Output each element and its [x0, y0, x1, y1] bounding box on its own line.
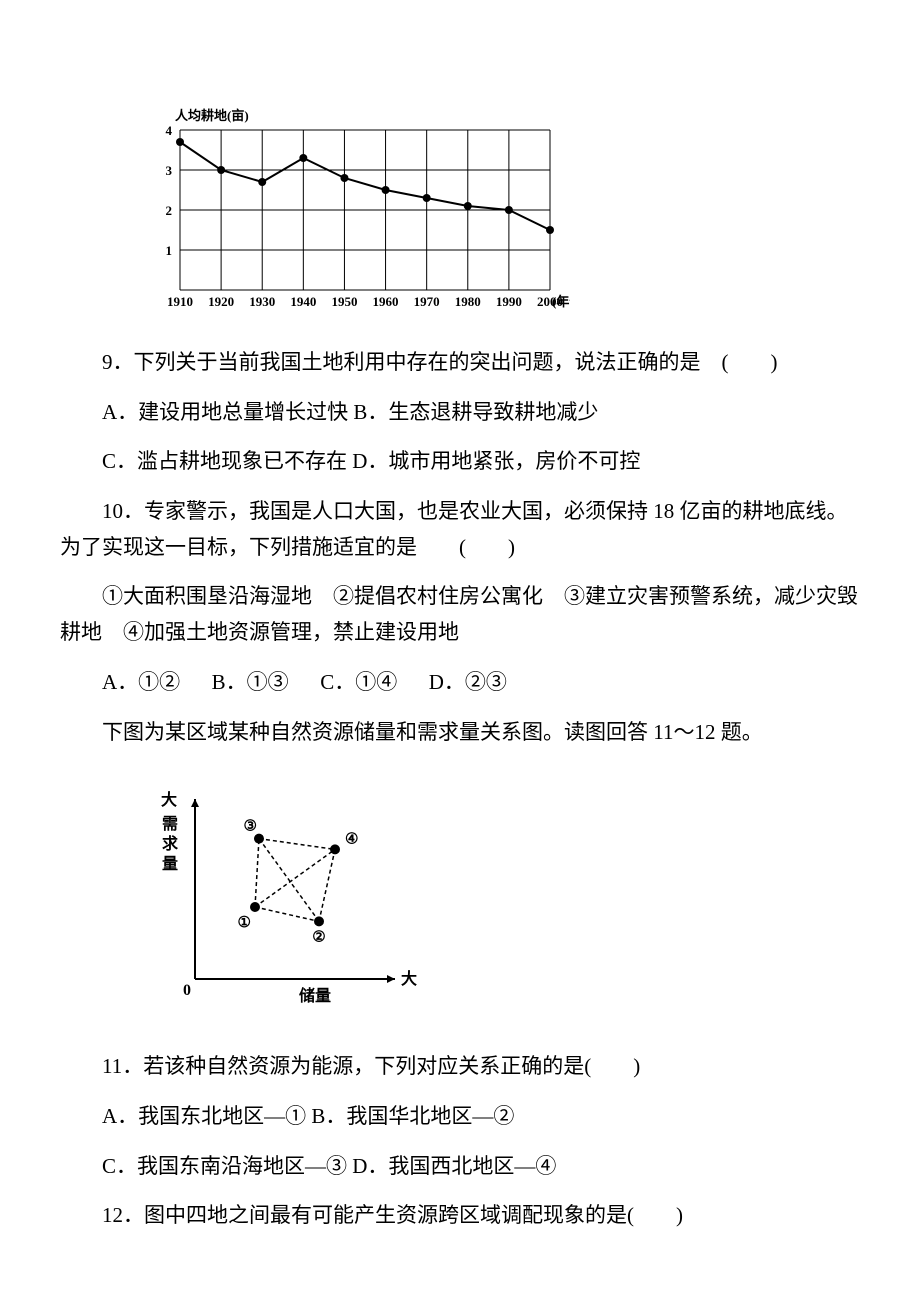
svg-text:1: 1: [166, 243, 173, 258]
svg-text:量: 量: [162, 855, 178, 873]
q11-optB: B．我国华北地区—②: [311, 1104, 514, 1128]
q9-options-row1: A．建设用地总量增长过快 B．生态退耕导致耕地减少: [60, 395, 860, 431]
passage2-text: 下图为某区域某种自然资源储量和需求量关系图。读图回答 11～12 题。: [60, 715, 860, 751]
q10-options: A．①② B．①③ C．①④ D．②③: [60, 665, 860, 701]
q9-optB: B．生态退耕导致耕地减少: [353, 400, 598, 424]
svg-text:1990: 1990: [496, 294, 522, 309]
svg-text:1940: 1940: [290, 294, 316, 309]
q10-optB: B．①③: [212, 670, 289, 694]
q11-options-row2: C．我国东南沿海地区—③ D．我国西北地区—④: [60, 1149, 860, 1185]
svg-text:②: ②: [312, 930, 325, 946]
q11-options-row1: A．我国东北地区—① B．我国华北地区—②: [60, 1099, 860, 1135]
svg-text:求: 求: [162, 834, 179, 853]
line-chart-svg: 人均耕地(亩) 1 2 3 4 1910 1920 1930 1940 1950 1960 1970 1…: [140, 100, 570, 320]
svg-text:1910: 1910: [167, 294, 193, 309]
q11-optC: C．我国东南沿海地区—③: [102, 1154, 347, 1178]
q10-stem: 10．专家警示，我国是人口大国，也是农业大国，必须保持 18 亿亩的耕地底线。为…: [60, 494, 860, 565]
svg-text:2: 2: [166, 203, 173, 218]
svg-text:1920: 1920: [208, 294, 234, 309]
svg-text:大: 大: [401, 969, 417, 988]
svg-text:储量: 储量: [298, 986, 331, 1005]
chart-resource-storage-demand: 大大需求量储量0①②③④: [140, 764, 860, 1029]
svg-text:需: 需: [162, 814, 178, 833]
chart-per-capita-farmland: 人均耕地(亩) 1 2 3 4 1910 1920 1930 1940 1950 1960 1970 1…: [140, 100, 860, 325]
svg-text:大: 大: [161, 790, 177, 809]
svg-text:1980: 1980: [455, 294, 481, 309]
q10-items: ①大面积围垦沿海湿地 ②提倡农村住房公寓化 ③建立灾害预警系统，减少灾毁耕地 ④…: [60, 579, 860, 650]
svg-text:④: ④: [345, 832, 358, 848]
q11-optA: A．我国东北地区—①: [102, 1104, 306, 1128]
q10-optA: A．①②: [102, 670, 180, 694]
svg-text:3: 3: [166, 163, 173, 178]
q12-stem: 12．图中四地之间最有可能产生资源跨区域调配现象的是( ): [60, 1198, 860, 1234]
svg-text:1930: 1930: [249, 294, 275, 309]
svg-text:(年份): (年份): [552, 294, 570, 309]
scatter-chart-svg: 大大需求量储量0①②③④: [140, 764, 440, 1024]
svg-text:1960: 1960: [373, 294, 399, 309]
q11-stem: 11．若该种自然资源为能源，下列对应关系正确的是( ): [60, 1049, 860, 1085]
q10-optD: D．②③: [429, 670, 507, 694]
q11-optD: D．我国西北地区—④: [352, 1154, 556, 1178]
svg-text:1950: 1950: [331, 294, 357, 309]
q9-optD: D．城市用地紧张，房价不可控: [352, 449, 640, 473]
svg-text:人均耕地(亩): 人均耕地(亩): [175, 108, 249, 123]
q9-stem: 9．下列关于当前我国土地利用中存在的突出问题，说法正确的是 ( ): [60, 345, 860, 381]
svg-text:0: 0: [183, 982, 191, 999]
q9-optA: A．建设用地总量增长过快: [102, 400, 348, 424]
svg-text:1970: 1970: [414, 294, 440, 309]
q10-optC: C．①④: [320, 670, 397, 694]
q9-options-row2: C．滥占耕地现象已不存在 D．城市用地紧张，房价不可控: [60, 444, 860, 480]
svg-text:①: ①: [238, 915, 251, 931]
svg-text:③: ③: [244, 819, 257, 835]
svg-text:4: 4: [166, 123, 173, 138]
q9-optC: C．滥占耕地现象已不存在: [102, 449, 347, 473]
